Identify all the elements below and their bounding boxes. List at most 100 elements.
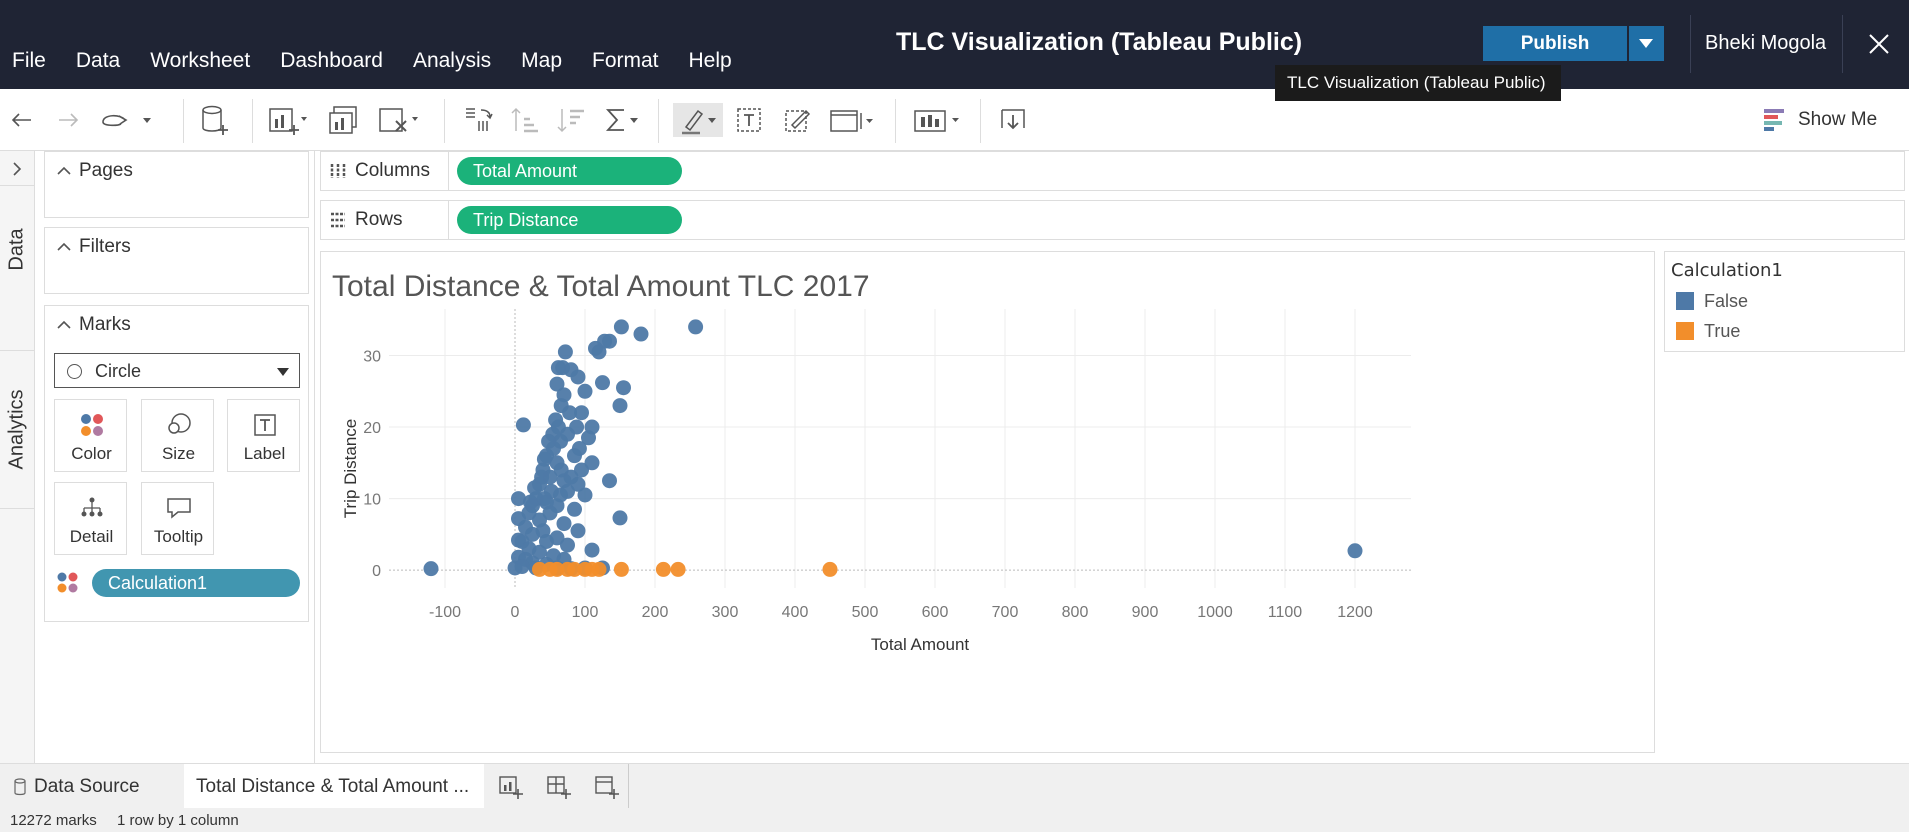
data-point[interactable] bbox=[633, 326, 649, 342]
data-point[interactable] bbox=[536, 491, 552, 507]
data-point[interactable] bbox=[562, 405, 578, 421]
calculation1-pill[interactable]: Calculation1 bbox=[92, 569, 300, 597]
data-point[interactable] bbox=[525, 526, 540, 542]
data-point[interactable] bbox=[567, 501, 582, 517]
data-point[interactable] bbox=[581, 430, 596, 446]
new-worksheet-tab-icon[interactable] bbox=[497, 773, 525, 801]
sort-descending-icon[interactable] bbox=[556, 103, 586, 137]
detail-button[interactable]: Detail bbox=[54, 482, 127, 555]
totals-icon[interactable] bbox=[604, 103, 640, 137]
data-point[interactable] bbox=[688, 319, 704, 335]
data-point[interactable] bbox=[570, 523, 586, 539]
highlight-icon[interactable] bbox=[673, 103, 723, 137]
legend-item-true[interactable]: True bbox=[1676, 320, 1740, 342]
pages-card-header[interactable]: Pages bbox=[57, 160, 133, 182]
user-name[interactable]: Bheki Mogola bbox=[1705, 32, 1827, 54]
publish-button[interactable]: Publish bbox=[1483, 26, 1627, 61]
show-mark-labels-icon[interactable] bbox=[734, 103, 764, 137]
data-point[interactable] bbox=[515, 417, 531, 433]
data-point[interactable] bbox=[602, 473, 617, 489]
data-point[interactable] bbox=[616, 380, 631, 396]
data-point[interactable] bbox=[557, 344, 573, 360]
data-point[interactable] bbox=[532, 561, 547, 577]
new-dashboard-tab-icon[interactable] bbox=[545, 773, 573, 801]
data-point[interactable] bbox=[536, 451, 552, 467]
data-point[interactable] bbox=[670, 561, 686, 577]
data-point[interactable] bbox=[822, 561, 838, 577]
data-point[interactable] bbox=[612, 510, 628, 526]
tab-data[interactable]: Data bbox=[0, 187, 34, 312]
scatter-plot[interactable]: -100 0 100 200 300 400 500 600 700 800 900 1000 1100… bbox=[321, 252, 1654, 752]
data-point[interactable] bbox=[550, 360, 566, 376]
data-point[interactable] bbox=[577, 487, 593, 503]
tooltip-button[interactable]: Tooltip bbox=[141, 482, 214, 555]
data-point[interactable] bbox=[550, 419, 566, 435]
marks-card-header[interactable]: Marks bbox=[57, 314, 131, 336]
data-point[interactable] bbox=[553, 487, 568, 503]
color-button[interactable]: Color bbox=[54, 399, 127, 472]
menu-map[interactable]: Map bbox=[521, 49, 562, 72]
fit-view-icon[interactable] bbox=[828, 103, 874, 137]
data-point[interactable] bbox=[532, 544, 547, 560]
total-amount-pill[interactable]: Total Amount bbox=[457, 157, 682, 185]
sheet-tab-active[interactable]: Total Distance & Total Amount ... bbox=[184, 764, 484, 809]
data-point[interactable] bbox=[612, 398, 628, 414]
undo-icon[interactable] bbox=[8, 103, 34, 137]
menu-analysis[interactable]: Analysis bbox=[412, 49, 492, 72]
menu-file[interactable]: File bbox=[12, 49, 46, 72]
data-point[interactable] bbox=[567, 561, 582, 577]
close-icon[interactable] bbox=[1866, 31, 1892, 57]
new-data-source-icon[interactable] bbox=[200, 103, 230, 137]
download-icon[interactable] bbox=[998, 103, 1028, 137]
data-point[interactable] bbox=[570, 476, 586, 492]
new-story-tab-icon[interactable] bbox=[593, 773, 621, 801]
expand-panel-icon[interactable] bbox=[9, 161, 25, 182]
menu-data[interactable]: Data bbox=[75, 49, 121, 72]
data-point[interactable] bbox=[613, 319, 629, 335]
format-workbook-icon[interactable] bbox=[782, 103, 812, 137]
show-me-button[interactable]: Show Me bbox=[1764, 103, 1877, 137]
data-point[interactable] bbox=[542, 505, 558, 521]
data-point[interactable] bbox=[1347, 543, 1363, 559]
data-point[interactable] bbox=[595, 375, 610, 391]
swap-rows-columns-icon[interactable] bbox=[462, 103, 494, 137]
trip-distance-pill[interactable]: Trip Distance bbox=[457, 206, 682, 234]
new-worksheet-icon[interactable] bbox=[268, 103, 308, 137]
data-point[interactable] bbox=[570, 369, 586, 385]
data-point[interactable] bbox=[514, 559, 530, 575]
sort-ascending-icon[interactable] bbox=[510, 103, 540, 137]
data-point[interactable] bbox=[534, 469, 550, 485]
mark-type-dropdown[interactable]: Circle bbox=[54, 353, 300, 388]
tab-analytics[interactable]: Analytics bbox=[0, 351, 34, 508]
size-button[interactable]: Size bbox=[141, 399, 214, 472]
menu-format[interactable]: Format bbox=[592, 49, 659, 72]
data-point[interactable] bbox=[539, 534, 554, 549]
data-point[interactable] bbox=[522, 494, 538, 510]
label-button[interactable]: Label bbox=[227, 399, 300, 472]
data-point[interactable] bbox=[655, 561, 671, 577]
data-point[interactable] bbox=[541, 433, 557, 449]
data-point[interactable] bbox=[584, 455, 600, 471]
data-point[interactable] bbox=[584, 542, 600, 558]
data-point[interactable] bbox=[577, 383, 593, 399]
data-point[interactable] bbox=[571, 441, 587, 456]
data-point[interactable] bbox=[549, 561, 565, 577]
presentation-mode-icon[interactable] bbox=[912, 103, 962, 137]
data-point[interactable] bbox=[574, 462, 589, 478]
data-source-tab[interactable]: Data Source bbox=[0, 764, 184, 809]
publish-dropdown-button[interactable] bbox=[1629, 26, 1664, 61]
duplicate-sheet-icon[interactable] bbox=[328, 103, 358, 137]
legend-item-false[interactable]: False bbox=[1676, 290, 1748, 312]
data-point[interactable] bbox=[527, 480, 543, 496]
redo-icon[interactable] bbox=[56, 103, 82, 137]
data-point[interactable] bbox=[574, 405, 589, 421]
data-point[interactable] bbox=[549, 376, 565, 392]
data-point[interactable] bbox=[591, 561, 607, 577]
data-point[interactable] bbox=[597, 333, 613, 349]
replay-icon[interactable] bbox=[101, 103, 153, 137]
data-point[interactable] bbox=[423, 561, 439, 577]
menu-help[interactable]: Help bbox=[688, 49, 732, 72]
data-point[interactable] bbox=[556, 516, 572, 532]
filters-card-header[interactable]: Filters bbox=[57, 236, 131, 258]
menu-dashboard[interactable]: Dashboard bbox=[280, 49, 383, 72]
